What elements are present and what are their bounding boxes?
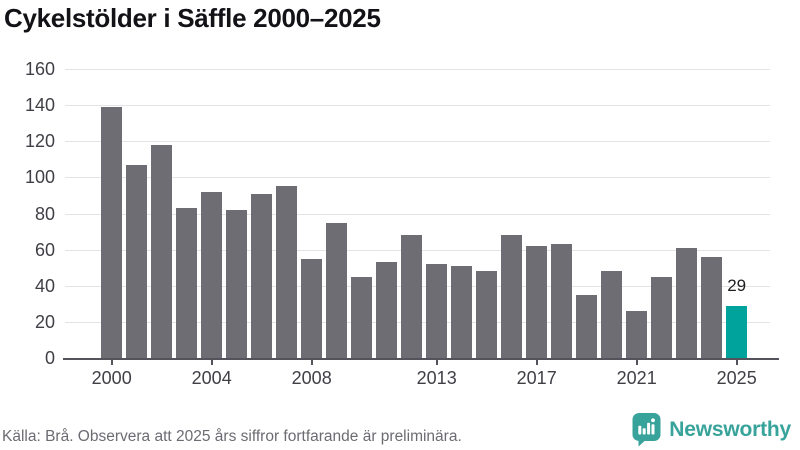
bar-2018 <box>551 244 572 358</box>
gridline-140 <box>65 105 770 107</box>
x-tick-2013 <box>435 360 438 365</box>
bar-2016 <box>501 235 522 358</box>
y-tick-label-0: 0 <box>44 348 55 368</box>
bar-chart-speech-bubble-icon <box>632 413 661 447</box>
y-tick-label-20: 20 <box>34 311 55 332</box>
bar-2007 <box>276 186 297 358</box>
y-tick-label-120: 120 <box>24 131 55 152</box>
x-tick-label-2021: 2021 <box>616 368 657 388</box>
y-tick-label-40: 40 <box>34 275 55 296</box>
y-tick-label-80: 80 <box>34 203 55 224</box>
x-tick-2021 <box>635 360 638 365</box>
bar-2005 <box>226 209 247 358</box>
bar-2024 <box>701 256 722 358</box>
bar-2000 <box>101 106 122 358</box>
newsworthy-wordmark: Newsworthy <box>669 418 791 441</box>
bar-2015 <box>476 271 497 358</box>
x-tick-2008 <box>310 360 313 365</box>
highlight-value-label: 29 <box>727 275 747 295</box>
x-tick-label-2000: 2000 <box>91 368 132 388</box>
bar-2021 <box>626 311 647 358</box>
bar-2004 <box>201 191 222 358</box>
gridline-120 <box>65 141 770 143</box>
bar-2019 <box>576 294 597 358</box>
gridline-80 <box>65 213 770 215</box>
bar-2011 <box>376 262 397 358</box>
chart-title: Cykelstölder i Säffle 2000–2025 <box>4 3 381 33</box>
x-tick-2025 <box>735 360 738 365</box>
x-tick-label-2017: 2017 <box>516 368 557 388</box>
x-tick-2004 <box>210 360 213 365</box>
bar-2014 <box>451 265 472 358</box>
x-tick-label-2013: 2013 <box>416 368 457 388</box>
bar-2006 <box>251 193 272 358</box>
bar-2020 <box>601 271 622 358</box>
bar-2003 <box>176 208 197 358</box>
y-tick-label-160: 160 <box>24 59 55 80</box>
bar-2010 <box>351 276 372 358</box>
bar-2013 <box>426 264 447 358</box>
x-tick-label-2008: 2008 <box>291 368 332 388</box>
y-tick-label-100: 100 <box>24 167 55 188</box>
bar-2017 <box>526 246 547 358</box>
y-tick-label-60: 60 <box>34 239 55 260</box>
bar-2001 <box>126 164 147 358</box>
bar-2025 <box>726 305 747 358</box>
bar-2023 <box>676 247 697 358</box>
newsworthy-logo: Newsworthy <box>631 412 791 448</box>
x-tick-2017 <box>535 360 538 365</box>
x-tick-2000 <box>110 360 113 365</box>
y-tick-label-140: 140 <box>24 95 55 116</box>
x-tick-label-2025: 2025 <box>716 368 757 388</box>
bar-2008 <box>301 258 322 358</box>
bar-2022 <box>651 276 672 358</box>
x-axis-line <box>63 358 779 360</box>
gridline-160 <box>65 69 770 71</box>
bar-2012 <box>401 235 422 358</box>
x-tick-label-2004: 2004 <box>191 368 232 388</box>
gridline-100 <box>65 177 770 179</box>
bar-2002 <box>151 144 172 358</box>
source-note: Källa: Brå. Observera att 2025 års siffr… <box>2 428 462 445</box>
bar-2009 <box>326 222 347 358</box>
